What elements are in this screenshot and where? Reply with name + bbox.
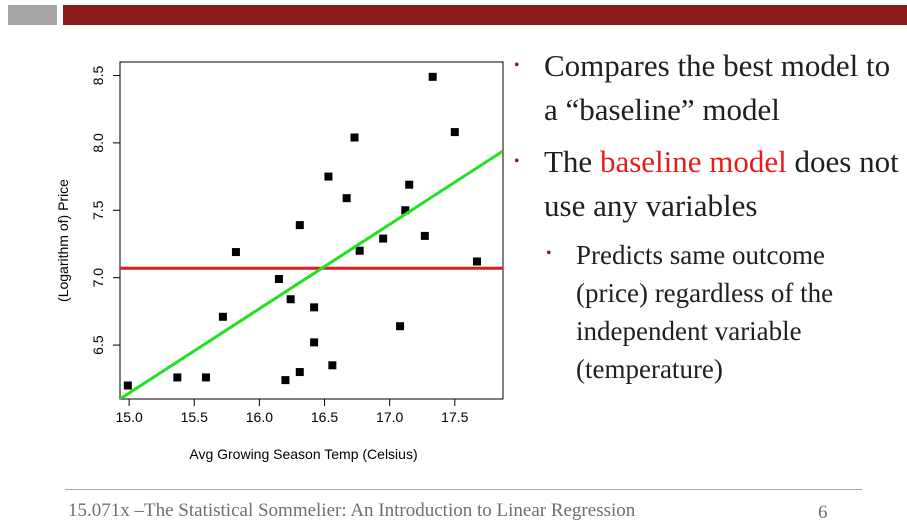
y-tick-label: 7.5: [90, 200, 106, 220]
header-bar-gray: [8, 5, 57, 25]
data-point: [231, 248, 240, 257]
data-point: [201, 373, 210, 382]
data-point: [218, 312, 227, 321]
data-point: [428, 72, 437, 81]
bullet-list: • Compares the best model to a “baseline…: [512, 44, 902, 388]
bullet-baseline-highlight: baseline model: [599, 144, 787, 179]
regression-line: [120, 149, 503, 399]
data-point: [295, 221, 304, 230]
data-point: [401, 206, 410, 215]
bullet-baseline-pre: The: [544, 144, 593, 179]
bullet-dot-icon: •: [514, 57, 520, 74]
data-point: [405, 180, 414, 189]
y-tick-label: 7.0: [90, 268, 106, 288]
data-point: [281, 376, 290, 385]
sub-bullet-predicts-text: Predicts same outcome (price) regardless…: [576, 240, 834, 384]
x-tick-label: 15.0: [115, 409, 142, 425]
scatter-chart: 15.0 15.5 16.0 16.5 17.0 17.5 6.5 7.0 7.5 8.0 8.5 A…: [55, 61, 504, 462]
bullet-baseline: • The baseline model does not use any va…: [512, 140, 902, 228]
data-point: [342, 194, 351, 203]
page-number: 6: [818, 502, 828, 523]
data-point: [328, 361, 337, 370]
y-tick-label: 8.0: [90, 133, 106, 153]
data-point: [310, 338, 319, 347]
plot-frame: [119, 61, 504, 400]
data-point: [420, 231, 429, 240]
data-point: [324, 172, 333, 181]
y-axis-title: (Logarithm of) Price: [55, 179, 71, 302]
data-point: [173, 373, 182, 382]
data-point: [295, 368, 304, 377]
x-axis-title: Avg Growing Season Temp (Celsius): [189, 446, 417, 462]
data-point: [350, 133, 359, 142]
x-tick-label: 16.5: [311, 409, 338, 425]
y-tick-label: 8.5: [90, 66, 106, 86]
x-tick-label: 17.5: [441, 409, 468, 425]
bullet-dot-icon: •: [546, 245, 552, 262]
data-point: [379, 234, 388, 243]
data-point: [355, 246, 364, 255]
data-point: [472, 257, 481, 266]
data-point: [274, 275, 283, 284]
y-tick-label: 6.5: [90, 335, 106, 355]
header-bar-red: [63, 5, 907, 25]
x-tick-label: 15.5: [181, 409, 208, 425]
data-point: [310, 303, 319, 312]
data-point: [123, 381, 132, 390]
data-point: [396, 322, 405, 331]
bullet-baseline-post: does not use any variables: [544, 144, 899, 223]
data-point: [450, 128, 459, 137]
bullet-compare-text: Compares the best model to a “baseline” …: [544, 48, 891, 127]
sub-bullet-predicts: • Predicts same outcome (price) regardle…: [544, 236, 902, 388]
footer-title: 15.071x –The Statistical Sommelier: An I…: [68, 500, 636, 521]
bullet-compare: • Compares the best model to a “baseline…: [512, 44, 902, 132]
x-tick-label: 16.0: [246, 409, 273, 425]
bullet-dot-icon: •: [514, 153, 520, 170]
footer-divider: [65, 489, 862, 490]
x-tick-label: 17.0: [376, 409, 403, 425]
data-point: [286, 295, 295, 304]
